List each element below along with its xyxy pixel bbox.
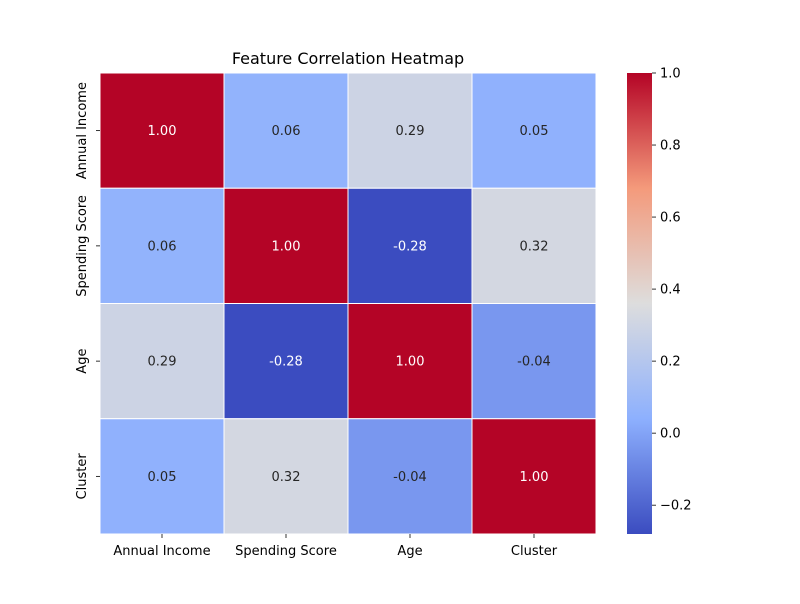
heatmap-annotations: 1.00 0.06 0.29 0.05 0.06 1.00 -0.28 0.32 0.29 -0.… <box>148 124 551 485</box>
chart-title: Feature Correlation Heatmap <box>232 49 464 68</box>
colorbar-tick-label-0: −0.2 <box>660 499 692 514</box>
heatmap-cell-r1-c0 <box>99 187 225 304</box>
cell-value-r0-c1: 0.06 <box>272 124 301 139</box>
colorbar-tick-label-2: 0.2 <box>660 355 681 370</box>
colorbar: −0.2 0.0 0.2 0.4 0.6 0.8 1.0 <box>627 67 692 534</box>
cell-value-r3-c1: 0.32 <box>272 470 301 485</box>
cell-value-r1-c3: 0.32 <box>520 239 549 254</box>
cell-value-r3-c0: 0.05 <box>148 470 177 485</box>
cell-value-r1-c2: -0.28 <box>393 239 427 254</box>
heatmap-cell-r2-c1 <box>223 303 349 420</box>
y-tick-label-2: Age <box>75 349 90 374</box>
heatmap-cell-r0-c3 <box>471 72 597 189</box>
cell-value-r2-c0: 0.29 <box>148 355 177 370</box>
cell-value-r3-c2: -0.04 <box>393 470 427 485</box>
y-tick-label-3: Cluster <box>75 453 90 500</box>
heatmap-cell-r3-c0 <box>99 418 225 535</box>
heatmap-cell-r3-c3 <box>471 418 597 535</box>
colorbar-gradient <box>627 73 652 534</box>
heatmap-cell-r1-c1 <box>223 187 349 304</box>
heatmap-cell-r1-c3 <box>471 187 597 304</box>
heatmap-cell-r3-c2 <box>347 418 473 535</box>
heatmap-cell-r3-c1 <box>223 418 349 535</box>
colorbar-tick-label-5: 0.8 <box>660 139 681 154</box>
heatmap-cell-r2-c3 <box>471 303 597 420</box>
heatmap-cells <box>99 72 597 535</box>
heatmap-cell-r0-c2 <box>347 72 473 189</box>
cell-value-r2-c2: 1.00 <box>396 355 425 370</box>
x-tick-label-2: Age <box>397 544 422 559</box>
x-tick-label-3: Cluster <box>511 544 558 559</box>
x-axis: Annual Income Spending Score Age Cluster <box>113 534 558 559</box>
cell-value-r0-c2: 0.29 <box>396 124 425 139</box>
colorbar-tick-label-4: 0.6 <box>660 211 681 226</box>
y-tick-label-0: Annual Income <box>75 82 90 179</box>
cell-value-r2-c1: -0.28 <box>269 355 303 370</box>
y-tick-label-1: Spending Score <box>75 195 90 297</box>
cell-value-r1-c0: 0.06 <box>148 239 177 254</box>
x-tick-label-0: Annual Income <box>113 544 210 559</box>
colorbar-tick-label-6: 1.0 <box>660 67 681 82</box>
colorbar-tick-label-1: 0.0 <box>660 427 681 442</box>
y-axis: Annual Income Spending Score Age Cluster <box>75 82 100 499</box>
cell-value-r0-c0: 1.00 <box>148 124 177 139</box>
cell-value-r2-c3: -0.04 <box>517 355 551 370</box>
cell-value-r1-c1: 1.00 <box>272 239 301 254</box>
heatmap-cell-r0-c0 <box>99 72 225 189</box>
heatmap-cell-r0-c1 <box>223 72 349 189</box>
cell-value-r3-c3: 1.00 <box>520 470 549 485</box>
x-tick-label-1: Spending Score <box>235 544 337 559</box>
colorbar-tick-label-3: 0.4 <box>660 283 681 298</box>
cell-value-r0-c3: 0.05 <box>520 124 549 139</box>
